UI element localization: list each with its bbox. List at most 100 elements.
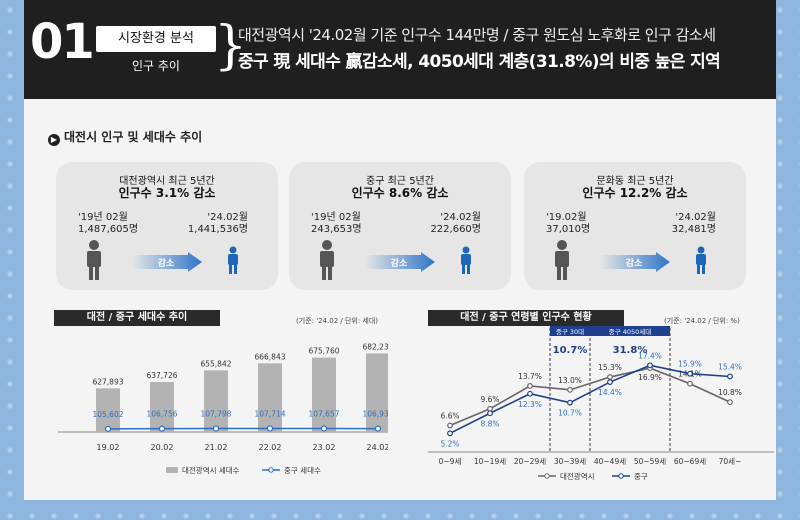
stat-box-caption: 대전광역시 최근 5년간 xyxy=(119,176,215,187)
x-tick-label: 0~9세 xyxy=(439,457,462,466)
stat-before-date: '19.02월 xyxy=(546,212,587,223)
chart2-title: 대전 / 중구 연령별 인구수 현황 xyxy=(428,310,624,326)
line-value-label: 107,798 xyxy=(200,409,231,418)
line-point xyxy=(567,386,573,393)
line-value-label: 15.9% xyxy=(678,360,702,369)
chart1-title: 대전 / 중구 세대수 추이 xyxy=(54,310,220,326)
decrease-label: 감소 xyxy=(391,257,408,269)
person-blue-icon xyxy=(461,246,471,274)
decrease-label: 감소 xyxy=(158,257,175,269)
stat-after-value: 32,481명 xyxy=(671,224,716,235)
stat-box-caption: 문화동 최근 5년간 xyxy=(596,176,674,187)
legend-label: 대전광역시 xyxy=(560,471,595,480)
stat-box-daejeon: 대전광역시 최근 5년간 인구수 3.1% 감소 '19년 02월 1,487,… xyxy=(56,162,278,290)
annotation-value: 31.8% xyxy=(613,345,648,356)
bar-value-label: 627,893 xyxy=(92,377,123,386)
line-value-label: 5.2% xyxy=(440,439,459,448)
line-value-label: 12.3% xyxy=(518,400,542,409)
line-point xyxy=(527,383,533,389)
line-value-label: 8.8% xyxy=(480,419,499,428)
line-point xyxy=(104,425,112,432)
line-value-label: 106,937 xyxy=(362,410,388,419)
annotation-value: 10.7% xyxy=(553,345,588,356)
stat-box-headline: 인구수 3.1% 감소 xyxy=(118,186,216,200)
stat-before-value: 37,010명 xyxy=(546,224,591,235)
line-point xyxy=(727,399,733,406)
stat-after-date: '24.02월 xyxy=(440,212,481,223)
annotation-label: 중구 30대 xyxy=(556,328,584,336)
annotation-tag-30s xyxy=(550,326,590,336)
line-value-label: 107,714 xyxy=(254,409,285,418)
annotation-label: 중구 4050세대 xyxy=(609,327,652,336)
person-gray-icon xyxy=(555,240,569,280)
x-tick-label: 23.02 xyxy=(313,443,336,452)
header-subtitle: 대전광역시 '24.02월 기준 인구수 144만명 / 중구 원도심 노후화로… xyxy=(238,26,716,44)
stat-before-date: '19년 02월 xyxy=(311,212,361,223)
decrease-label: 감소 xyxy=(626,257,643,269)
line-value-label: 14.4% xyxy=(598,388,622,397)
x-tick-label: 10~19세 xyxy=(474,457,506,466)
bar-households xyxy=(312,357,336,432)
x-tick-label: 70세~ xyxy=(719,457,742,466)
stat-box-headline: 인구수 8.6% 감소 xyxy=(351,186,449,200)
bar-households xyxy=(366,353,388,432)
bar-value-label: 637,726 xyxy=(146,371,177,380)
report-card: 01 시장환경 분석 인구 추이 } 대전광역시 '24.02월 기준 인구수 … xyxy=(24,0,776,500)
line-point xyxy=(266,425,274,432)
line-junggu xyxy=(449,364,731,435)
section-number: 01 xyxy=(30,14,95,70)
stat-box-headline: 인구수 12.2% 감소 xyxy=(582,186,688,200)
stat-before-value: 243,653명 xyxy=(311,224,362,235)
header-title: 중구 現 세대수 贏감소세, 4050세대 계층(31.8%)의 비중 높은 지… xyxy=(238,52,721,72)
line-point xyxy=(527,390,533,397)
x-tick-label: 20~29세 xyxy=(514,457,546,466)
play-icon: ▶ xyxy=(48,134,60,146)
line-value-label: 105,602 xyxy=(92,410,123,419)
line-point xyxy=(320,425,328,432)
stat-before-value: 1,487,605명 xyxy=(78,224,139,235)
x-tick-label: 50~59세 xyxy=(634,457,666,466)
section-title: ▶ 대전시 인구 및 세대수 추이 xyxy=(48,128,202,146)
line-value-label: 13.7% xyxy=(518,372,542,381)
legend-marker xyxy=(618,473,624,479)
line-value-label: 10.8% xyxy=(718,388,742,397)
line-point xyxy=(487,410,493,417)
line-value-label: 13.0% xyxy=(558,376,582,385)
x-tick-label: 22.02 xyxy=(259,443,282,452)
line-point xyxy=(607,379,613,385)
line-point xyxy=(687,370,693,377)
bar-households xyxy=(258,363,282,432)
line-point xyxy=(687,380,693,387)
line-point xyxy=(374,425,382,432)
stat-after-value: 1,441,536명 xyxy=(187,224,248,235)
person-blue-icon xyxy=(228,246,238,274)
stat-before-date: '19년 02월 xyxy=(78,212,128,223)
line-point xyxy=(727,373,733,380)
x-tick-label: 30~39세 xyxy=(554,457,586,466)
legend-label: 대전광역시 세대수 xyxy=(182,465,240,475)
bar-value-label: 682,238 xyxy=(362,342,388,351)
stat-after-date: '24.02월 xyxy=(207,212,248,223)
line-value-label: 17.4% xyxy=(638,351,662,360)
person-blue-icon xyxy=(696,246,706,274)
line-value-label: 15.3% xyxy=(598,363,622,372)
line-point xyxy=(212,425,220,432)
decrease-arrow-icon: 감소 xyxy=(132,252,202,272)
line-value-label: 10.7% xyxy=(558,409,582,418)
line-value-label: 9.6% xyxy=(480,395,499,404)
x-tick-label: 21.02 xyxy=(205,443,228,452)
stat-box-munhwa: 문화동 최근 5년간 인구수 12.2% 감소 '19.02월 37,010명 … xyxy=(524,162,746,290)
x-tick-label: 40~49세 xyxy=(594,457,626,466)
x-tick-label: 20.02 xyxy=(151,443,174,452)
line-point xyxy=(567,399,573,406)
annotation-tag-4050 xyxy=(590,326,670,336)
bar-households xyxy=(96,388,120,432)
line-point xyxy=(447,422,453,429)
line-value-label: 106,756 xyxy=(146,410,177,419)
person-gray-icon xyxy=(320,240,334,280)
legend-marker xyxy=(268,467,274,473)
line-point xyxy=(607,374,613,380)
legend-marker xyxy=(544,473,550,479)
chart2-age-distribution: 중구 30대 10.7% 중구 4050세대 31.8% 0~9세 10~19세 20~29… xyxy=(428,326,774,480)
line-value-label: 15.4% xyxy=(718,362,742,371)
